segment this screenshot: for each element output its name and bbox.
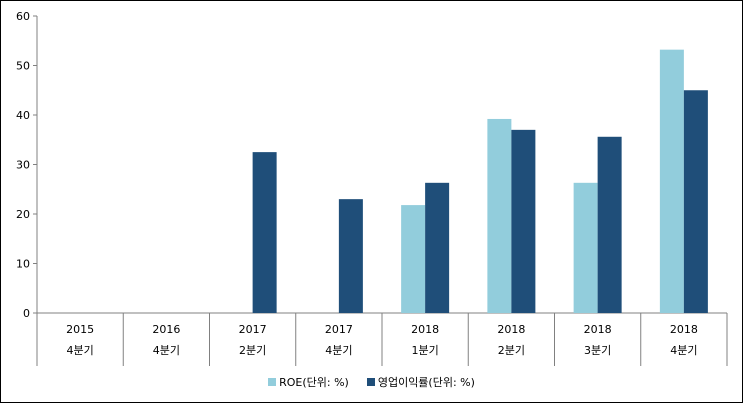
bar-operating-margin[interactable] — [511, 129, 536, 313]
y-axis: 0 10 20 30 40 50 60 — [16, 10, 38, 320]
x-tick-label: 2017 — [239, 323, 267, 336]
y-tick-label: 60 — [16, 10, 30, 23]
x-tick-label: 2018 — [584, 323, 612, 336]
legend: ROE(단위: %) 영업이익률(단위: %) — [0, 374, 743, 390]
y-tick-label: 30 — [16, 159, 30, 172]
x-tick-label: 1분기 — [412, 344, 439, 357]
bar-operating-margin[interactable] — [338, 199, 363, 313]
legend-item-operating-margin[interactable]: 영업이익률(단위: %) — [366, 374, 475, 390]
bar-roe[interactable] — [659, 49, 684, 313]
x-tick-label: 4분기 — [670, 344, 697, 357]
bar-operating-margin[interactable] — [683, 90, 708, 313]
x-tick-label: 4분기 — [67, 344, 94, 357]
bar-roe[interactable] — [487, 118, 512, 314]
y-tick-label: 50 — [16, 60, 30, 73]
x-tick-label: 2분기 — [498, 344, 525, 357]
legend-label-roe: ROE(단위: %) — [279, 376, 349, 389]
bar-chart: 0 10 20 30 40 50 60 2015 4분기 2016 4분기 2017 2분기 2017 4… — [16, 10, 728, 366]
bars — [252, 49, 708, 314]
x-tick-label: 4분기 — [325, 344, 352, 357]
y-tick-label: 40 — [16, 109, 30, 122]
bar-operating-margin[interactable] — [252, 152, 277, 313]
x-tick-label: 3분기 — [584, 344, 611, 357]
legend-swatch-roe — [268, 378, 277, 386]
x-axis: 2015 4분기 2016 4분기 2017 2분기 2017 4분기 2018 1분기 2018 2… — [36, 312, 728, 366]
x-tick-label: 2018 — [497, 323, 525, 336]
legend-item-roe[interactable]: ROE(단위: %) — [268, 374, 349, 390]
legend-label-operating-margin: 영업이익률(단위: %) — [377, 376, 475, 389]
y-tick-label: 20 — [16, 208, 30, 221]
y-tick-label: 10 — [16, 258, 30, 271]
x-tick-label: 2015 — [66, 323, 94, 336]
bar-roe[interactable] — [573, 182, 598, 313]
bar-roe[interactable] — [401, 205, 426, 313]
bar-operating-margin[interactable] — [597, 136, 622, 313]
x-tick-label: 2분기 — [239, 344, 266, 357]
x-tick-label: 4분기 — [153, 344, 180, 357]
x-tick-label: 2018 — [411, 323, 439, 336]
x-tick-label: 2016 — [152, 323, 180, 336]
legend-swatch-operating-margin — [366, 378, 375, 386]
x-tick-label: 2017 — [325, 323, 353, 336]
y-tick-label: 0 — [23, 307, 30, 320]
x-tick-label: 2018 — [670, 323, 698, 336]
bar-operating-margin[interactable] — [425, 182, 450, 313]
